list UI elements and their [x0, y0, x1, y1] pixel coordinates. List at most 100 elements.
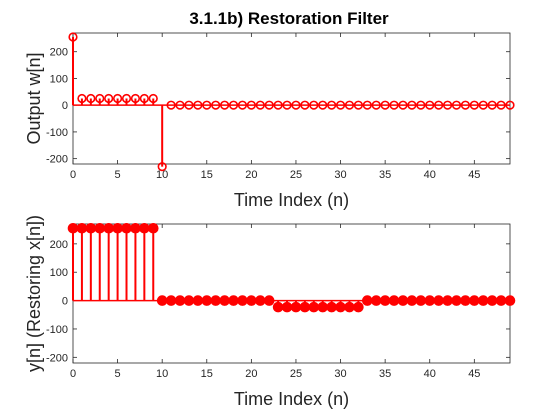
stem-marker — [362, 100, 372, 110]
stem-marker — [201, 295, 213, 306]
stem-marker — [362, 295, 373, 306]
stem-marker — [184, 100, 194, 110]
chart-title: 3.1.1b) Restoration Filter — [189, 9, 389, 28]
x-tick-label: 45 — [468, 368, 480, 380]
stem-marker — [469, 100, 479, 110]
stem-marker — [77, 93, 87, 104]
x-tick-label: 25 — [290, 169, 302, 181]
stem-marker — [433, 295, 444, 306]
stem-marker — [434, 100, 444, 110]
stem-marker — [478, 100, 488, 110]
x-tick-label: 30 — [334, 169, 346, 181]
stem-marker — [281, 301, 293, 313]
stem-marker — [219, 295, 230, 306]
stem-marker — [335, 301, 346, 313]
stem-marker — [76, 222, 88, 234]
y-tick-label: -100 — [46, 127, 68, 139]
x-tick-label: 40 — [424, 169, 436, 181]
stem-marker — [228, 100, 239, 110]
stem-marker — [112, 93, 123, 104]
stem-marker — [210, 295, 221, 306]
stem-marker — [202, 100, 212, 110]
stem-marker — [317, 301, 329, 313]
stem-marker — [451, 100, 462, 110]
stem-marker — [228, 295, 239, 306]
stem-marker — [442, 295, 453, 306]
stem-marker — [147, 222, 159, 234]
top-stem-plot: 0 5 10 15 20 25 30 35 40 45 -200 -100 0 100 200 Time In… — [24, 32, 515, 210]
stem-marker — [165, 295, 177, 306]
stem-marker — [388, 295, 400, 306]
y-tick-label: 200 — [50, 239, 68, 251]
stem-marker — [353, 301, 364, 313]
x-tick-label: 5 — [115, 368, 121, 380]
stem-marker — [246, 100, 256, 110]
x-tick-label: 15 — [201, 169, 213, 181]
bottom-stem-plot: 0 5 10 15 20 25 30 35 40 45 -200 -100 0 100 200 Time In… — [24, 215, 516, 409]
stem-marker — [67, 222, 79, 234]
y-tick-label: 100 — [50, 73, 68, 85]
stem-marker — [246, 295, 257, 306]
y-tick-label: -100 — [46, 324, 68, 336]
stem-marker — [68, 32, 78, 42]
y-axis-label: y[n] (Restoring x[n]) — [24, 215, 44, 372]
stem-marker — [211, 100, 221, 110]
stem-marker — [344, 301, 355, 313]
x-tick-label: 40 — [424, 368, 436, 380]
stem-marker — [175, 100, 185, 110]
stem-marker — [451, 295, 462, 306]
stem-marker — [290, 301, 302, 313]
stem-marker — [112, 222, 123, 234]
stem-marker — [477, 295, 489, 306]
stem-marker — [344, 100, 355, 110]
stem-marker — [308, 301, 320, 313]
stem-marker — [130, 93, 141, 104]
stem-marker — [121, 222, 132, 234]
x-axis-label: Time Index (n) — [234, 389, 349, 409]
stem-marker — [157, 162, 167, 172]
stem-marker — [379, 295, 391, 306]
stem-marker — [86, 93, 96, 104]
stem-marker — [192, 295, 204, 306]
x-axis-label: Time Index (n) — [234, 190, 349, 210]
x-tick-label: 30 — [334, 368, 346, 380]
y-tick-label: -200 — [46, 154, 68, 166]
stem-marker — [495, 295, 507, 306]
stem-marker — [121, 93, 132, 104]
stem-marker — [282, 100, 292, 110]
stem-marker — [406, 295, 418, 306]
x-tick-label: 35 — [379, 169, 391, 181]
y-tick-label: 100 — [50, 267, 68, 279]
x-tick-label: 10 — [156, 169, 168, 181]
stem-marker — [371, 100, 381, 110]
stem-marker — [139, 93, 149, 104]
stem-marker — [95, 93, 105, 104]
stem-marker — [299, 301, 311, 313]
stem-marker — [397, 295, 409, 306]
stem-marker — [156, 295, 168, 306]
x-tick-label: 0 — [70, 169, 76, 181]
stem-marker — [148, 93, 158, 104]
stem-marker — [415, 295, 427, 306]
stem-marker — [389, 100, 399, 110]
stem-marker — [504, 295, 516, 306]
x-tick-label: 25 — [290, 368, 302, 380]
stem-marker — [309, 100, 319, 110]
y-axis-label: Output w[n] — [24, 52, 44, 144]
stem-marker — [139, 222, 150, 234]
stem-marker — [326, 301, 337, 313]
stem-marker — [318, 100, 328, 110]
x-tick-label: 20 — [245, 368, 257, 380]
stem-marker — [398, 100, 408, 110]
stem-marker — [380, 100, 390, 110]
stem-marker — [442, 100, 453, 110]
stem-marker — [424, 295, 436, 306]
stem-marker — [130, 222, 141, 234]
y-tick-label: 0 — [62, 296, 68, 308]
stem-marker — [273, 100, 283, 110]
stem-marker — [416, 100, 426, 110]
stem-marker — [487, 100, 497, 110]
axes-box — [72, 223, 511, 364]
stem-marker — [469, 295, 480, 306]
y-tick-label: 200 — [50, 47, 68, 59]
